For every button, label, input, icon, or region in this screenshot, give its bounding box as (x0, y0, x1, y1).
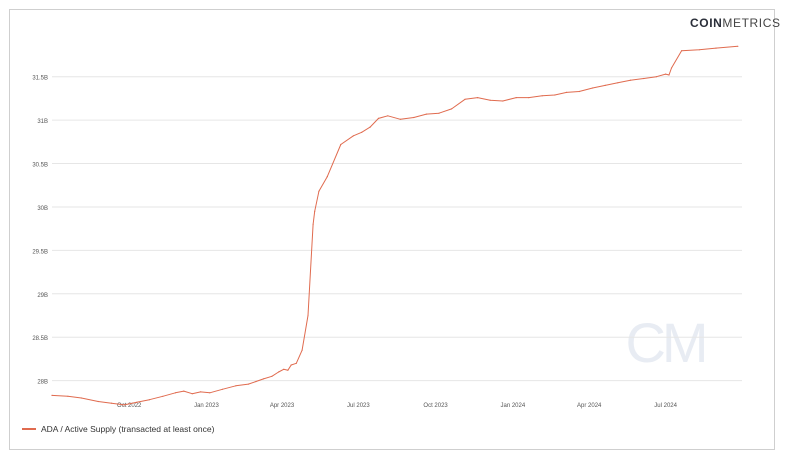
data-point (643, 77, 645, 80)
data-point (312, 223, 314, 225)
data-point (221, 388, 223, 390)
data-point (283, 368, 285, 370)
x-tick-label: Apr 2024 (577, 403, 602, 409)
x-tick-label: Jul 2023 (347, 403, 370, 409)
data-point (387, 115, 389, 117)
data-point (489, 99, 491, 101)
data-point (554, 94, 556, 96)
data-point (318, 190, 320, 192)
data-point (629, 79, 632, 81)
brand-light-text: METRICS (722, 16, 781, 30)
x-tick-label: Jan 2024 (500, 403, 525, 409)
x-tick-label: Oct 2022 (117, 403, 142, 409)
data-point (541, 95, 543, 97)
data-point (528, 97, 530, 99)
y-tick-label: 30B (37, 206, 48, 212)
data-point (737, 45, 739, 47)
data-point (123, 404, 125, 406)
legend: ADA / Active Supply (transacted at least… (22, 424, 214, 434)
data-point (67, 395, 69, 397)
data-point (715, 47, 717, 49)
data-point (592, 87, 594, 89)
data-point (255, 380, 257, 383)
x-tick-label: Jul 2024 (654, 403, 677, 409)
data-point (191, 393, 193, 395)
data-point (668, 74, 670, 76)
data-point (326, 176, 328, 178)
data-point (136, 401, 138, 403)
x-tick-label: Apr 2023 (270, 403, 295, 409)
data-point (200, 391, 202, 393)
data-point (314, 210, 316, 212)
data-point (477, 97, 479, 99)
y-tick-label: 28B (37, 380, 48, 386)
y-tick-label: 29B (37, 293, 48, 299)
data-point (670, 67, 673, 69)
legend-swatch (22, 428, 36, 430)
data-point (665, 73, 667, 75)
brand-bold-text: COIN (690, 16, 723, 30)
y-tick-label: 31B (37, 119, 48, 125)
data-point (377, 117, 380, 119)
data-point (148, 399, 150, 401)
data-point (174, 392, 176, 394)
data-point (451, 108, 453, 110)
data-point (352, 135, 354, 137)
data-point (515, 97, 517, 99)
data-point (235, 385, 237, 387)
series-group (51, 45, 739, 406)
data-point (290, 364, 292, 366)
data-point (578, 90, 580, 93)
data-point (617, 82, 619, 84)
data-point (278, 371, 280, 373)
data-point (604, 84, 606, 86)
data-point (295, 362, 297, 364)
data-point (438, 112, 440, 114)
x-tick-label: Jan 2023 (194, 403, 219, 409)
data-point (287, 369, 289, 371)
watermark-logo: CM (625, 311, 704, 374)
data-point (464, 98, 466, 100)
data-point (399, 118, 401, 120)
data-point (80, 397, 82, 399)
data-point (340, 143, 342, 146)
data-point (162, 395, 164, 397)
data-point (307, 314, 309, 317)
data-point (698, 49, 700, 51)
y-axis: 28B 28.5B 29B 29.5B 30B 30.5B 31B 31.5B (32, 76, 48, 386)
data-point (209, 392, 211, 394)
data-point (681, 50, 683, 52)
data-point (97, 400, 99, 403)
brand-logo: COINMETRICS (690, 16, 781, 30)
data-point (361, 131, 363, 133)
data-point (262, 378, 265, 380)
data-point (247, 383, 249, 385)
legend-label: ADA / Active Supply (transacted at least… (41, 424, 215, 434)
grid-lines (52, 76, 742, 382)
data-point (425, 113, 427, 115)
data-point (413, 116, 415, 119)
data-point (271, 375, 273, 377)
data-point (183, 390, 185, 392)
x-axis: Oct 2022 Jan 2023 Apr 2023 Jul 2023 Oct 2023… (117, 403, 678, 409)
data-point (655, 76, 658, 78)
data-point (301, 349, 303, 351)
data-point (111, 402, 113, 404)
data-point (566, 91, 568, 93)
y-tick-label: 30.5B (32, 163, 48, 169)
data-point (369, 126, 371, 128)
data-point (51, 394, 53, 396)
x-tick-label: Oct 2023 (423, 403, 448, 409)
y-tick-label: 29.5B (32, 249, 48, 255)
y-tick-label: 28.5B (32, 336, 48, 342)
chart-frame (9, 9, 775, 450)
y-tick-label: 31.5B (32, 76, 48, 82)
data-point (502, 100, 504, 102)
